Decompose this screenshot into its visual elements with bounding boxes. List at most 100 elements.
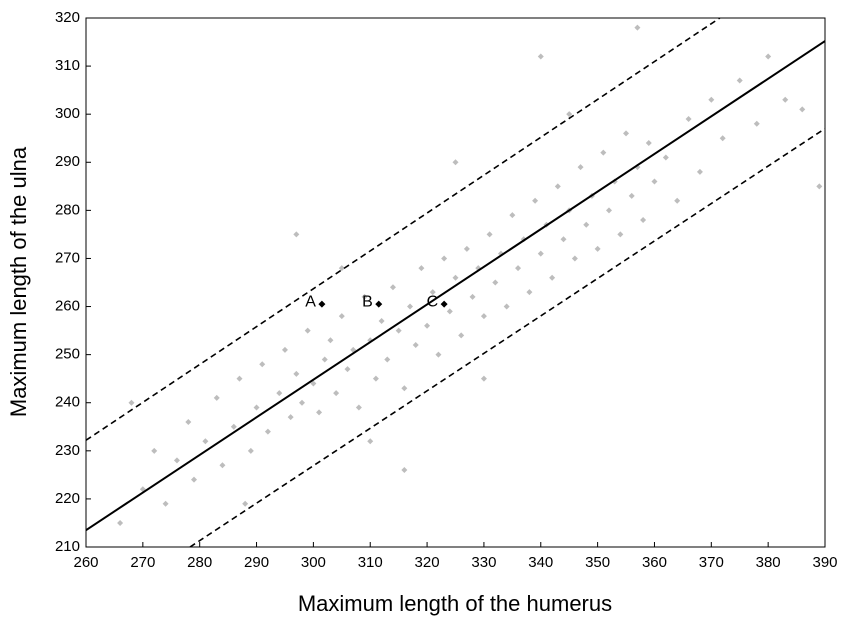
point: [799, 106, 806, 113]
regression-line: [86, 40, 825, 532]
marker: [440, 300, 448, 308]
x-tick-label: 390: [812, 554, 837, 571]
x-tick-label: 370: [699, 554, 724, 571]
point: [560, 236, 567, 243]
point: [321, 356, 328, 363]
y-tick-label: 310: [55, 57, 80, 74]
x-tick-label: 350: [585, 554, 610, 571]
point: [287, 414, 294, 421]
point: [503, 303, 510, 310]
point: [458, 332, 465, 339]
point: [304, 327, 311, 334]
point: [384, 356, 391, 363]
y-tick-label: 300: [55, 105, 80, 122]
point: [509, 212, 516, 219]
point: [566, 111, 573, 118]
point: [412, 342, 419, 349]
x-axis-title: Maximum length of the humerus: [298, 591, 612, 616]
point: [230, 423, 237, 430]
point: [515, 265, 522, 272]
point: [293, 370, 300, 377]
point: [719, 135, 726, 142]
point: [708, 96, 715, 103]
x-tick-label: 280: [187, 554, 212, 571]
point: [753, 120, 760, 127]
point: [242, 500, 249, 507]
y-tick-label: 230: [55, 442, 80, 459]
point: [316, 409, 323, 416]
point: [537, 250, 544, 257]
y-axis-title: Maximum length of the ulna: [6, 146, 31, 417]
x-tick-label: 300: [301, 554, 326, 571]
point: [736, 77, 743, 84]
point: [173, 457, 180, 464]
point: [281, 346, 288, 353]
point: [361, 293, 368, 300]
point: [674, 197, 681, 204]
y-tick-label: 220: [55, 490, 80, 507]
point: [623, 130, 630, 137]
point: [571, 255, 578, 262]
x-tick-label: 330: [471, 554, 496, 571]
y-tick-label: 280: [55, 201, 80, 218]
point: [583, 221, 590, 228]
marker-label: A: [305, 293, 316, 310]
point: [640, 216, 647, 223]
point: [418, 265, 425, 272]
point: [372, 375, 379, 382]
point: [367, 438, 374, 445]
point: [765, 53, 772, 60]
point: [446, 308, 453, 315]
point: [247, 447, 254, 454]
marker: [318, 300, 326, 308]
point: [310, 380, 317, 387]
point: [605, 207, 612, 214]
y-tick-label: 290: [55, 153, 80, 170]
x-tick-label: 260: [73, 554, 98, 571]
point: [219, 462, 226, 469]
point: [537, 53, 544, 60]
point: [401, 385, 408, 392]
point: [441, 255, 448, 262]
y-tick-label: 270: [55, 249, 80, 266]
point: [554, 183, 561, 190]
point: [128, 399, 135, 406]
point: [532, 197, 539, 204]
y-tick-label: 320: [55, 9, 80, 26]
point: [594, 245, 601, 252]
point: [344, 366, 351, 373]
y-tick-label: 210: [55, 538, 80, 555]
point: [401, 467, 408, 474]
x-tick-label: 290: [244, 554, 269, 571]
point: [526, 289, 533, 296]
prediction-band: [189, 127, 825, 547]
point: [333, 390, 340, 397]
point: [782, 96, 789, 103]
x-tick-label: 320: [415, 554, 440, 571]
point: [486, 231, 493, 238]
point: [327, 337, 334, 344]
point: [617, 231, 624, 238]
point: [395, 327, 402, 334]
y-tick-label: 250: [55, 346, 80, 363]
point: [407, 303, 414, 310]
y-tick-label: 260: [55, 298, 80, 315]
x-tick-label: 340: [528, 554, 553, 571]
point: [816, 183, 823, 190]
point: [117, 519, 124, 526]
point: [151, 447, 158, 454]
point: [299, 399, 306, 406]
point: [492, 279, 499, 286]
marker-label: B: [362, 293, 373, 310]
point: [452, 159, 459, 166]
marker: [375, 300, 383, 308]
point: [276, 390, 283, 397]
point: [634, 24, 641, 31]
x-tick-label: 310: [358, 554, 383, 571]
point: [162, 500, 169, 507]
point: [645, 140, 652, 147]
point: [253, 404, 260, 411]
point: [191, 476, 198, 483]
marker-label: C: [427, 293, 439, 310]
